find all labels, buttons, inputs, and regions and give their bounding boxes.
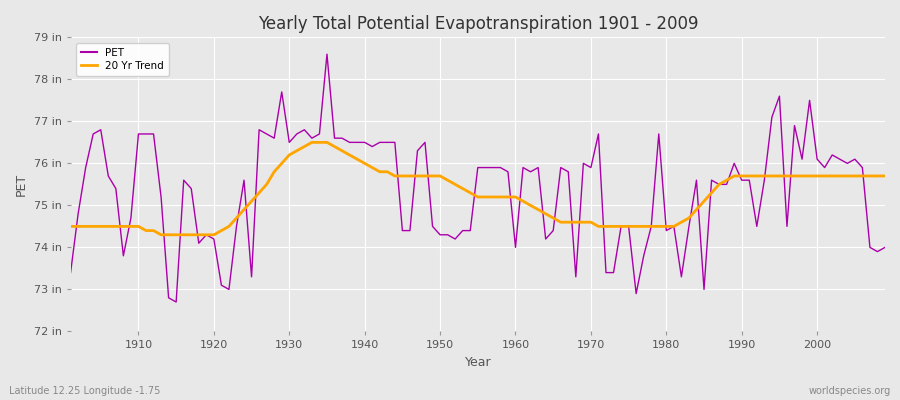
Text: Latitude 12.25 Longitude -1.75: Latitude 12.25 Longitude -1.75 bbox=[9, 386, 160, 396]
Text: worldspecies.org: worldspecies.org bbox=[809, 386, 891, 396]
Title: Yearly Total Potential Evapotranspiration 1901 - 2009: Yearly Total Potential Evapotranspiratio… bbox=[257, 15, 698, 33]
X-axis label: Year: Year bbox=[464, 356, 491, 369]
Legend: PET, 20 Yr Trend: PET, 20 Yr Trend bbox=[76, 42, 169, 76]
Y-axis label: PET: PET bbox=[15, 173, 28, 196]
